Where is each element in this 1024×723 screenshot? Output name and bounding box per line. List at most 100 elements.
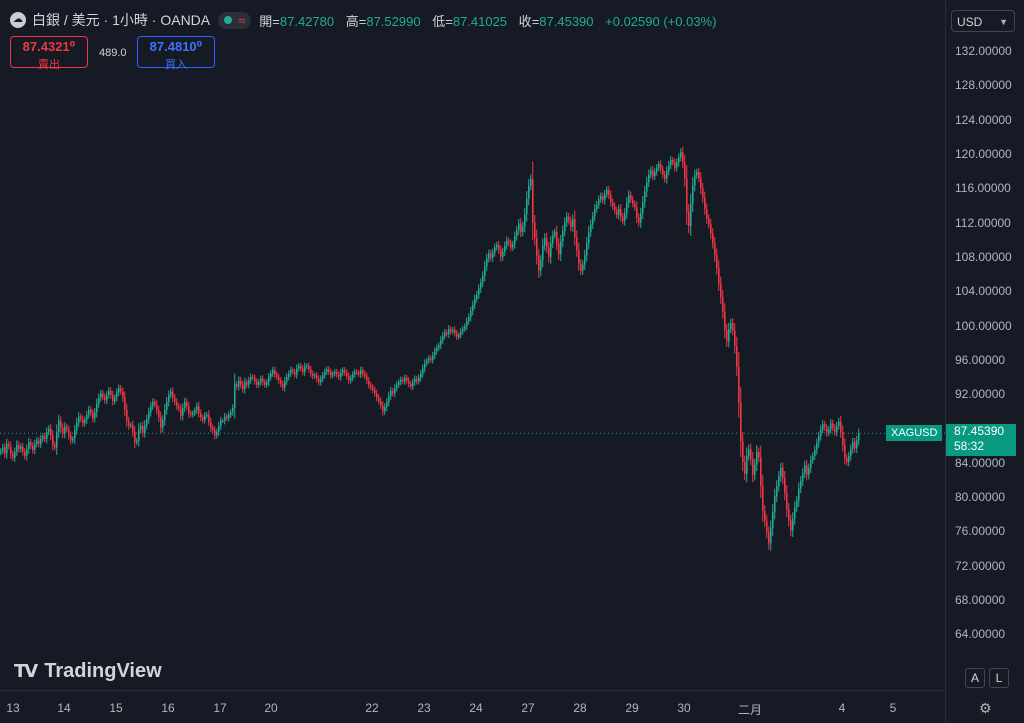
candle — [384, 403, 386, 416]
candle — [622, 212, 624, 225]
candle — [164, 403, 166, 426]
candle — [254, 374, 256, 385]
candle — [280, 377, 282, 388]
candle — [330, 368, 332, 379]
candle — [682, 146, 684, 169]
candle — [108, 387, 110, 399]
price-tick-label: 104.00000 — [955, 284, 1012, 299]
candle — [336, 368, 338, 378]
candle — [360, 366, 362, 379]
candle — [404, 374, 406, 385]
candle — [842, 425, 844, 452]
candle — [92, 409, 94, 423]
candle — [72, 436, 74, 444]
ohlc-close-value: 87.45390 — [539, 13, 594, 29]
time-tick-label: 28 — [573, 701, 587, 715]
time-tick-label: 24 — [469, 701, 483, 715]
sell-button[interactable]: 87.4321⁰ 賣出 — [10, 36, 88, 71]
candle — [520, 218, 522, 238]
candle — [810, 455, 812, 473]
candle — [140, 422, 142, 433]
candle — [710, 218, 712, 240]
candle — [376, 389, 378, 402]
buy-button[interactable]: 87.4810⁰ 買入 — [137, 36, 215, 71]
candle — [614, 202, 616, 215]
candle — [466, 317, 468, 331]
price-tick-label: 96.00000 — [955, 352, 1006, 367]
candle — [396, 381, 398, 392]
candle — [390, 386, 392, 400]
candle — [672, 156, 674, 166]
ohlc-high-label: 高 — [345, 13, 359, 29]
candle — [182, 403, 184, 421]
candle — [490, 249, 492, 262]
candle — [278, 373, 280, 384]
tradingview-logo[interactable]: 𝗧𝗩 TradingView — [14, 660, 162, 683]
ohlc-low-label: 低 — [432, 13, 446, 29]
candle — [602, 192, 604, 204]
candle — [526, 191, 528, 222]
candle — [574, 210, 576, 246]
candle — [708, 214, 710, 229]
symbol-title[interactable]: 白銀 / 美元 · 1小時 · OANDA — [32, 12, 211, 28]
candle — [664, 170, 666, 183]
candle — [784, 471, 786, 501]
candle — [824, 420, 826, 432]
candle — [184, 397, 186, 413]
price-axis[interactable] — [945, 0, 1024, 722]
candle — [120, 384, 122, 395]
status-pills[interactable]: ≈ — [218, 11, 252, 29]
candle — [548, 242, 550, 263]
candle — [474, 294, 476, 310]
candle — [584, 249, 586, 271]
candle — [134, 426, 136, 448]
candle — [630, 191, 632, 204]
log-scale-button[interactable]: L — [989, 668, 1009, 688]
candle — [754, 458, 756, 481]
candle — [156, 400, 158, 415]
candle — [776, 480, 778, 503]
candle — [736, 336, 738, 377]
candle — [656, 164, 658, 176]
candle — [704, 191, 706, 215]
candle — [332, 370, 334, 379]
candle — [224, 412, 226, 425]
candle — [6, 438, 8, 459]
candle — [322, 371, 324, 383]
currency-select[interactable]: USD ▼ — [951, 10, 1015, 32]
time-tick-label: 22 — [365, 701, 379, 715]
candle — [724, 303, 726, 339]
candle — [310, 365, 312, 378]
candle — [84, 416, 86, 427]
auto-scale-button[interactable]: A — [965, 668, 985, 688]
candle — [226, 413, 228, 421]
candle — [340, 369, 342, 381]
candle — [714, 236, 716, 262]
candle — [176, 398, 178, 410]
candle — [798, 482, 800, 507]
candlestick-chart[interactable] — [0, 0, 945, 690]
candle — [358, 370, 360, 378]
candle — [354, 368, 356, 378]
candle — [780, 462, 782, 482]
candle — [692, 177, 694, 213]
candle — [76, 417, 78, 436]
candle — [688, 204, 690, 234]
candle — [196, 402, 198, 415]
candle — [472, 300, 474, 316]
candle — [460, 328, 462, 339]
candle — [320, 375, 322, 386]
candle — [342, 367, 344, 376]
candle — [14, 447, 16, 462]
time-axis[interactable] — [0, 690, 945, 723]
price-chart-area[interactable] — [0, 0, 945, 690]
candle — [318, 375, 320, 386]
candle — [568, 212, 570, 225]
candle — [252, 374, 254, 381]
candle — [200, 409, 202, 422]
candle — [552, 230, 554, 249]
candle — [346, 369, 348, 380]
candle — [258, 379, 260, 388]
current-price-tag: 87.45390 58:32 — [946, 424, 1016, 456]
chart-settings-gear-icon[interactable]: ⚙ — [979, 700, 992, 716]
